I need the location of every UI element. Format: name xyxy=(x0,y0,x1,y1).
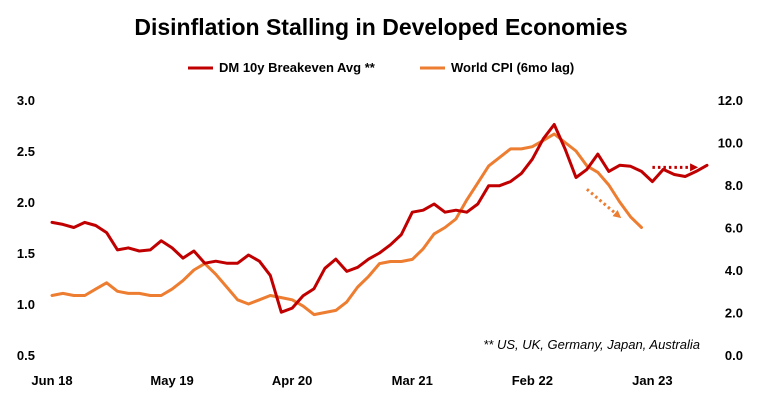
right-tick-label: 8.0 xyxy=(725,178,743,193)
chart-title: Disinflation Stalling in Developed Econo… xyxy=(134,14,627,40)
left-tick-label: 1.5 xyxy=(17,246,35,261)
arrow-layer xyxy=(585,163,699,219)
right-tick-label: 2.0 xyxy=(725,306,743,321)
right-tick-label: 6.0 xyxy=(725,221,743,236)
series-layer xyxy=(50,123,709,317)
legend-label-world-cpi: World CPI (6mo lag) xyxy=(451,60,574,75)
left-tick-label: 0.5 xyxy=(17,348,35,363)
x-tick-label: Jun 18 xyxy=(31,373,72,388)
left-tick-label: 1.0 xyxy=(17,297,35,312)
right-tick-label: 0.0 xyxy=(725,348,743,363)
x-tick-label: Jan 23 xyxy=(632,373,672,388)
legend-label-breakeven: DM 10y Breakeven Avg ** xyxy=(219,60,376,75)
right-axis-ticks: 0.0 2.0 4.0 6.0 8.0 10.0 12.0 xyxy=(718,93,743,363)
left-tick-label: 3.0 xyxy=(17,93,35,108)
series-line-world-cpi xyxy=(50,132,643,317)
x-tick-label: May 19 xyxy=(150,373,193,388)
right-tick-label: 10.0 xyxy=(718,136,743,151)
legend: DM 10y Breakeven Avg ** World CPI (6mo l… xyxy=(188,60,574,75)
left-tick-label: 2.5 xyxy=(17,144,35,159)
series-line-breakeven xyxy=(50,123,709,314)
x-tick-label: Feb 22 xyxy=(512,373,553,388)
x-axis-ticks: Jun 18 May 19 Apr 20 Mar 21 Feb 22 Jan 23 xyxy=(31,373,672,388)
x-tick-label: Apr 20 xyxy=(272,373,312,388)
footnote-annotation: ** US, UK, Germany, Japan, Australia xyxy=(483,337,700,352)
left-tick-label: 2.0 xyxy=(17,195,35,210)
x-tick-label: Mar 21 xyxy=(392,373,433,388)
right-tick-label: 12.0 xyxy=(718,93,743,108)
trend-arrow-world-cpi xyxy=(585,188,622,219)
right-tick-label: 4.0 xyxy=(725,263,743,278)
left-axis-ticks: 0.5 1.0 1.5 2.0 2.5 3.0 xyxy=(17,93,35,363)
